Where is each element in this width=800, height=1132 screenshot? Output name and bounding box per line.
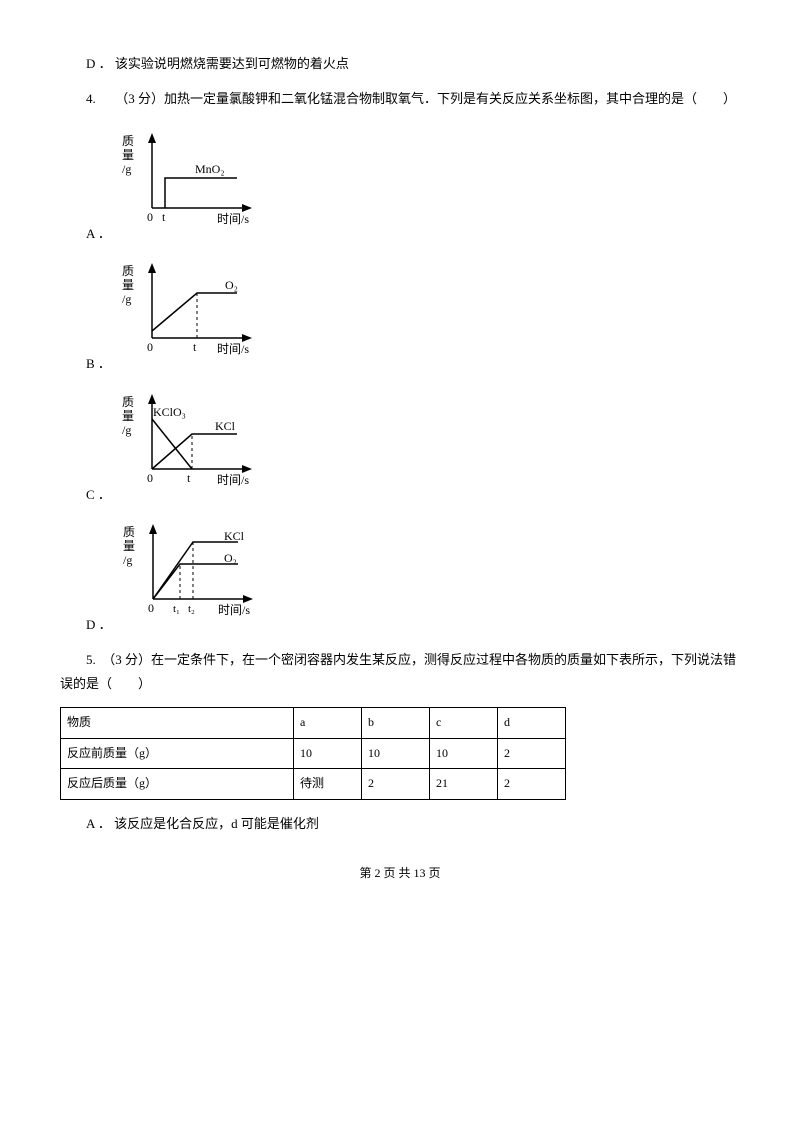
option-label-b: B ． [86, 352, 111, 375]
table-cell: d [498, 708, 566, 739]
question-5: 5. （3 分）在一定条件下，在一个密闭容器内发生某反应，测得反应过程中各物质的… [60, 648, 740, 695]
svg-text:t: t [193, 340, 197, 354]
prev-option-d: D ． 该实验说明燃烧需要达到可燃物的着火点 [60, 52, 740, 75]
table-cell: 待测 [294, 769, 362, 800]
svg-text:质: 质 [122, 264, 134, 278]
svg-text:/g: /g [122, 162, 131, 176]
page-content: D ． 该实验说明燃烧需要达到可燃物的着火点 4. （3 分）加热一定量氯酸钾和… [0, 0, 800, 905]
svg-text:/g: /g [122, 292, 131, 306]
table-cell: 10 [294, 738, 362, 769]
table-cell: a [294, 708, 362, 739]
svg-text:时间/s: 时间/s [218, 603, 250, 617]
table-cell: 2 [498, 738, 566, 769]
series-label-o2: O₂ [225, 278, 238, 292]
chart-a: 质 量 /g 0 t 时间/s MnO₂ [117, 123, 282, 245]
table-cell: c [430, 708, 498, 739]
series-label-mno2: MnO₂ [195, 162, 225, 176]
svg-text:0: 0 [147, 340, 153, 354]
q4-option-c: C ． 质 量 /g 0 t 时间/s KClO₃ [86, 384, 740, 506]
table-cell: 2 [498, 769, 566, 800]
svg-text:质: 质 [123, 525, 135, 539]
table-cell: 物质 [61, 708, 294, 739]
y-axis-label: 质 [122, 134, 134, 148]
q5-data-table: 物质abcd反应前质量（g）1010102反应后质量（g）待测2212 [60, 707, 566, 800]
svg-text:t: t [162, 210, 166, 224]
x-axis-label: 时间/s [217, 212, 249, 226]
series-label-o2-d: O₂ [224, 551, 237, 565]
svg-text:/g: /g [122, 423, 131, 437]
table-cell: 10 [362, 738, 430, 769]
chart-b: 质 量 /g 0 t 时间/s O₂ [117, 253, 282, 375]
series-label-kcl-d: KCl [224, 529, 245, 543]
table-cell: 2 [362, 769, 430, 800]
table-cell: b [362, 708, 430, 739]
table-cell: 21 [430, 769, 498, 800]
svg-text:t₁: t₁ [173, 603, 180, 615]
table-cell: 反应前质量（g） [61, 738, 294, 769]
svg-text:量: 量 [122, 278, 134, 292]
question-4: 4. （3 分）加热一定量氯酸钾和二氧化锰混合物制取氧气．下列是有关反应关系坐标… [60, 87, 740, 110]
svg-text:t₂: t₂ [188, 603, 195, 615]
svg-text:量: 量 [122, 148, 134, 162]
chart-c: 质 量 /g 0 t 时间/s KClO₃ KCl [117, 384, 282, 506]
q5-option-a: A ． 该反应是化合反应，d 可能是催化剂 [60, 812, 740, 835]
chart-d: 质 量 /g 0 t₁ t₂ 时间/s KCl O₂ [118, 514, 283, 636]
page-footer: 第 2 页 共 13 页 [60, 863, 740, 885]
svg-text:量: 量 [122, 409, 134, 423]
q4-option-a: A ． 质 量 /g 0 t 时间/s [86, 123, 740, 245]
series-label-kclo3: KClO₃ [153, 405, 186, 419]
option-label-a: A ． [86, 222, 111, 245]
svg-text:0: 0 [147, 471, 153, 485]
svg-text:时间/s: 时间/s [217, 473, 249, 487]
svg-text:时间/s: 时间/s [217, 342, 249, 356]
table-cell: 反应后质量（g） [61, 769, 294, 800]
option-label-c: C ． [86, 483, 111, 506]
svg-text:量: 量 [123, 539, 135, 553]
svg-text:0: 0 [147, 210, 153, 224]
q4-option-b: B ． 质 量 /g 0 t 时间/s O₂ [86, 253, 740, 375]
svg-text:/g: /g [123, 553, 132, 567]
svg-text:t: t [187, 471, 191, 485]
series-label-kcl: KCl [215, 419, 236, 433]
svg-text:0: 0 [148, 601, 154, 615]
table-cell: 10 [430, 738, 498, 769]
option-label-d: D ． [86, 613, 112, 636]
q4-option-d: D ． 质 量 /g 0 t₁ t₂ 时间/s [86, 514, 740, 636]
svg-text:质: 质 [122, 395, 134, 409]
